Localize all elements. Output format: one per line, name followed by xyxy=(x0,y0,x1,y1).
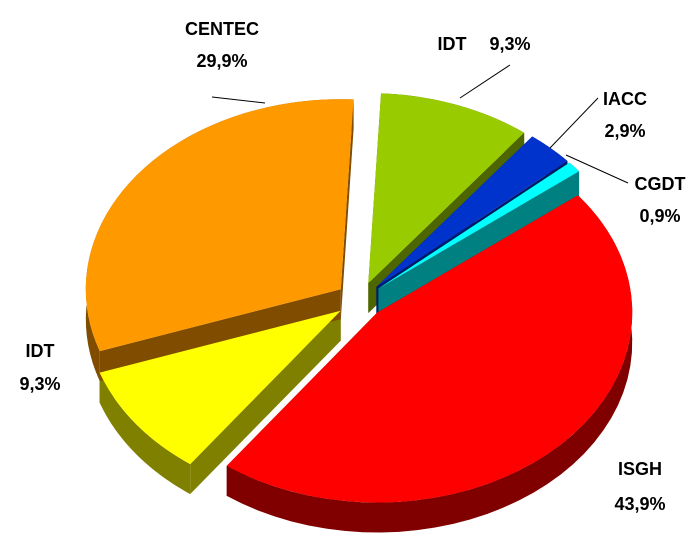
slice-label: IDT xyxy=(438,34,467,54)
leader-line xyxy=(565,154,629,184)
slice-side xyxy=(340,99,354,320)
slice-value-label: 43,9% xyxy=(614,494,665,514)
pie-slice xyxy=(99,310,341,465)
slice-side xyxy=(99,372,191,495)
pie-slice xyxy=(368,93,525,284)
slice-label: IACC xyxy=(603,89,647,109)
slice-side xyxy=(190,310,341,495)
pie-tops xyxy=(85,93,633,503)
leader-line xyxy=(459,64,511,99)
slice-label: CENTEC xyxy=(185,19,259,39)
slice-value-label: 9,3% xyxy=(489,34,530,54)
slice-side xyxy=(378,171,580,319)
slice-value-label: 29,9% xyxy=(196,51,247,71)
leader-line xyxy=(211,96,266,104)
leader-line xyxy=(549,97,599,149)
pie-slice xyxy=(226,195,633,503)
pie-slice xyxy=(378,162,580,289)
slice-value-label: 9,3% xyxy=(19,374,60,394)
slice-value-label: 0,9% xyxy=(639,206,680,226)
pie-slice xyxy=(376,136,568,287)
pie-slice xyxy=(85,99,354,352)
slice-label: CGDT xyxy=(635,174,686,194)
slice-label: IDT xyxy=(26,341,55,361)
slice-value-label: 2,9% xyxy=(604,121,645,141)
slice-label: ISGH xyxy=(618,459,662,479)
